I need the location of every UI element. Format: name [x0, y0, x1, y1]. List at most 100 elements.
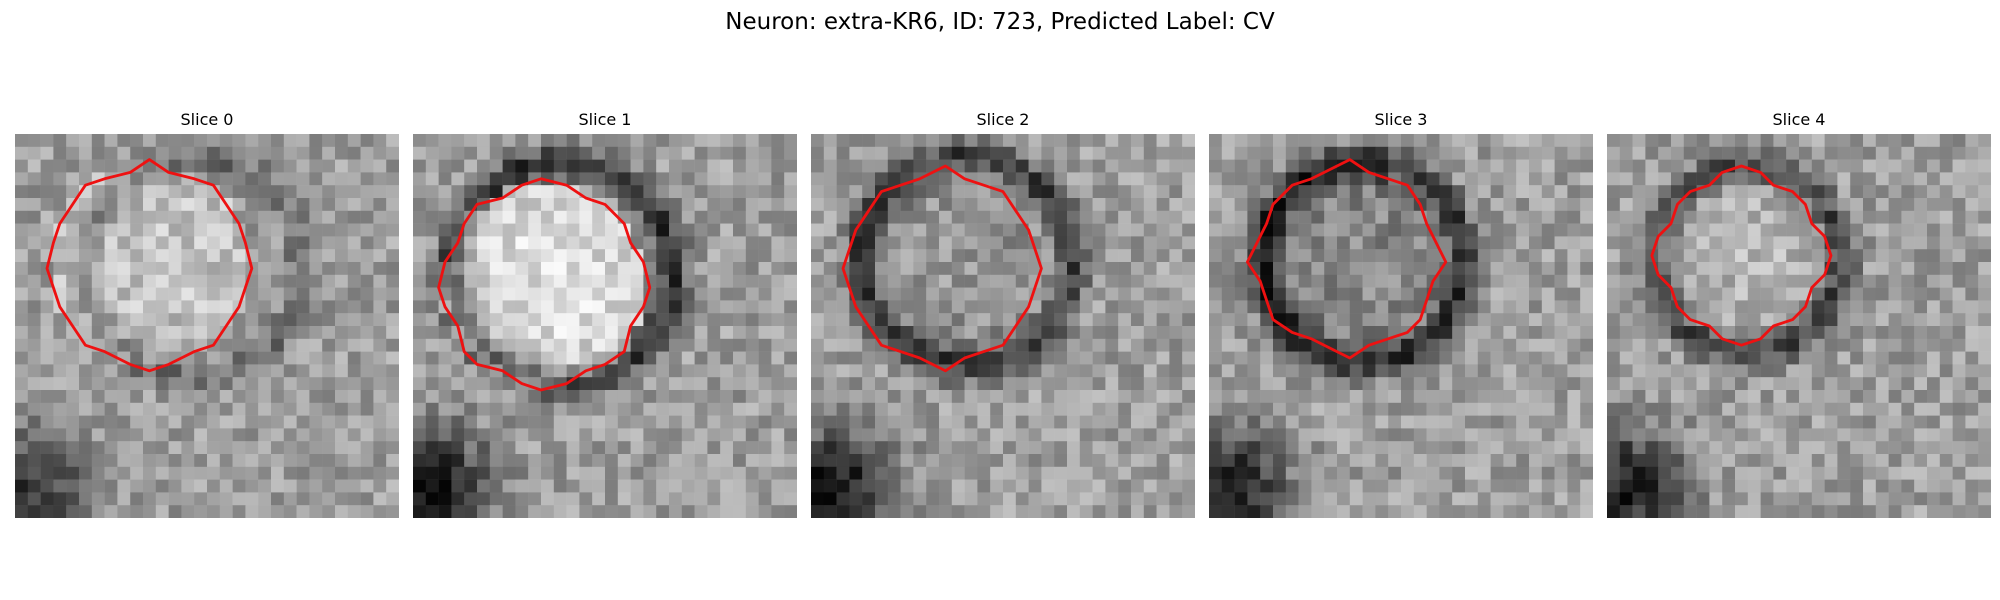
pixel	[1709, 415, 1723, 429]
pixel	[40, 146, 54, 160]
pixel	[40, 287, 54, 301]
pixel	[669, 390, 683, 404]
pixel	[1927, 300, 1941, 314]
pixel	[1234, 505, 1248, 518]
pixel	[373, 326, 387, 340]
pixel	[1401, 274, 1415, 288]
pixel	[1375, 300, 1389, 314]
pixel	[477, 351, 491, 365]
pixel	[1722, 134, 1736, 148]
pixel	[1015, 441, 1029, 455]
pixel	[477, 326, 491, 340]
pixel	[1888, 300, 1902, 314]
pixel	[592, 185, 606, 199]
pixel	[1683, 300, 1697, 314]
pixel	[630, 210, 644, 224]
pixel	[1939, 390, 1953, 404]
pixel	[1221, 159, 1235, 173]
pixel	[1490, 172, 1504, 186]
pixel	[79, 479, 93, 493]
pixel	[271, 223, 285, 237]
pixel	[1054, 390, 1068, 404]
pixel	[464, 441, 478, 455]
slice-image	[811, 134, 1195, 518]
pixel	[681, 402, 695, 416]
pixel	[720, 172, 734, 186]
pixel	[1426, 364, 1440, 378]
pixel	[425, 274, 439, 288]
pixel	[347, 287, 361, 301]
pixel	[1375, 223, 1389, 237]
pixel	[643, 223, 657, 237]
pixel	[1388, 262, 1402, 276]
pixel	[617, 198, 631, 212]
pixel	[566, 313, 580, 327]
pixel	[1503, 159, 1517, 173]
pixel	[143, 326, 157, 340]
pixel	[1799, 159, 1813, 173]
pixel	[1554, 377, 1568, 391]
pixel	[1015, 390, 1029, 404]
pixel	[887, 492, 901, 506]
pixel	[373, 146, 387, 160]
pixel	[464, 505, 478, 518]
pixel	[1221, 198, 1235, 212]
pixel	[939, 287, 953, 301]
pixel	[1554, 505, 1568, 518]
pixel	[643, 134, 657, 148]
pixel	[322, 223, 336, 237]
pixel	[91, 274, 105, 288]
pixel	[862, 236, 876, 250]
pixel	[669, 377, 683, 391]
pixel	[1067, 377, 1081, 391]
pixel	[1426, 454, 1440, 468]
pixel	[1760, 338, 1774, 352]
pixel	[1541, 326, 1555, 340]
pixel	[669, 210, 683, 224]
pixel	[1388, 274, 1402, 288]
pixel	[862, 441, 876, 455]
pixel	[283, 338, 297, 352]
pixel	[464, 466, 478, 480]
pixel	[681, 454, 695, 468]
pixel	[360, 454, 374, 468]
pixel	[1375, 262, 1389, 276]
pixel	[1439, 198, 1453, 212]
pixel	[207, 377, 221, 391]
pixel	[592, 172, 606, 186]
pixel	[1939, 466, 1953, 480]
pixel	[451, 454, 465, 468]
pixel	[1273, 351, 1287, 365]
pixel	[1401, 441, 1415, 455]
pixel	[656, 505, 670, 518]
pixel	[1349, 236, 1363, 250]
pixel	[1722, 185, 1736, 199]
pixel	[1388, 313, 1402, 327]
pixel	[1349, 492, 1363, 506]
pixel	[1811, 198, 1825, 212]
pixel	[745, 223, 759, 237]
pixel	[1156, 441, 1170, 455]
pixel	[1760, 402, 1774, 416]
pixel	[1439, 313, 1453, 327]
pixel	[669, 338, 683, 352]
pixel	[1914, 390, 1928, 404]
pixel	[1362, 351, 1376, 365]
pixel	[528, 454, 542, 468]
pixel	[1580, 415, 1593, 429]
pixel	[656, 326, 670, 340]
pixel	[926, 326, 940, 340]
pixel	[862, 454, 876, 468]
pixel	[15, 223, 29, 237]
pixel	[1658, 402, 1672, 416]
pixel	[681, 249, 695, 263]
pixel	[413, 159, 427, 173]
pixel	[1632, 287, 1646, 301]
pixel	[823, 338, 837, 352]
pixel	[53, 198, 67, 212]
pixel	[1092, 198, 1106, 212]
pixel	[1401, 172, 1415, 186]
pixel	[502, 134, 516, 148]
pixel	[528, 390, 542, 404]
pixel	[502, 326, 516, 340]
